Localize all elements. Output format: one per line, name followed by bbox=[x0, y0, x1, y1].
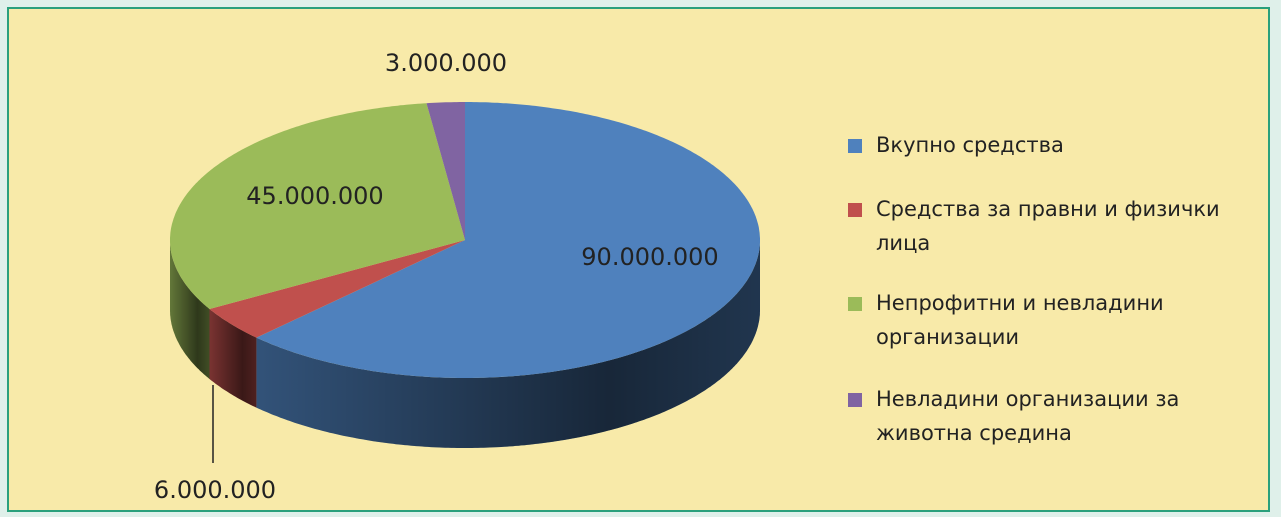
data-label: 90.000.000 bbox=[581, 243, 718, 271]
pie-side-shade bbox=[256, 240, 760, 448]
legend-label: Вкупно средства bbox=[876, 133, 1064, 157]
legend-swatch bbox=[848, 203, 862, 217]
data-label: 6.000.000 bbox=[154, 476, 276, 504]
data-label: 3.000.000 bbox=[385, 49, 507, 77]
pie-slice bbox=[256, 102, 760, 378]
legend-label: Средства за правни и физички лица bbox=[876, 197, 1220, 255]
data-label: 45.000.000 bbox=[246, 182, 383, 210]
legend-item: Вкупно средства bbox=[848, 128, 1236, 162]
pie-side-shade bbox=[209, 309, 257, 408]
legend-label: Непрофитни и невладини организации bbox=[876, 291, 1164, 349]
legend-label: Невладини организации за животна средина bbox=[876, 387, 1180, 445]
pie-slice bbox=[209, 240, 465, 338]
legend-swatch bbox=[848, 297, 862, 311]
pie-side-shade bbox=[170, 240, 210, 379]
legend-item: Непрофитни и невладини организации bbox=[848, 286, 1236, 354]
pie-slice bbox=[426, 102, 465, 240]
legend-item: Средства за правни и физички лица bbox=[848, 192, 1236, 260]
pie-slice bbox=[170, 103, 465, 309]
legend-swatch bbox=[848, 139, 862, 153]
legend-item: Невладини организации за животна средина bbox=[848, 382, 1236, 450]
legend-swatch bbox=[848, 393, 862, 407]
